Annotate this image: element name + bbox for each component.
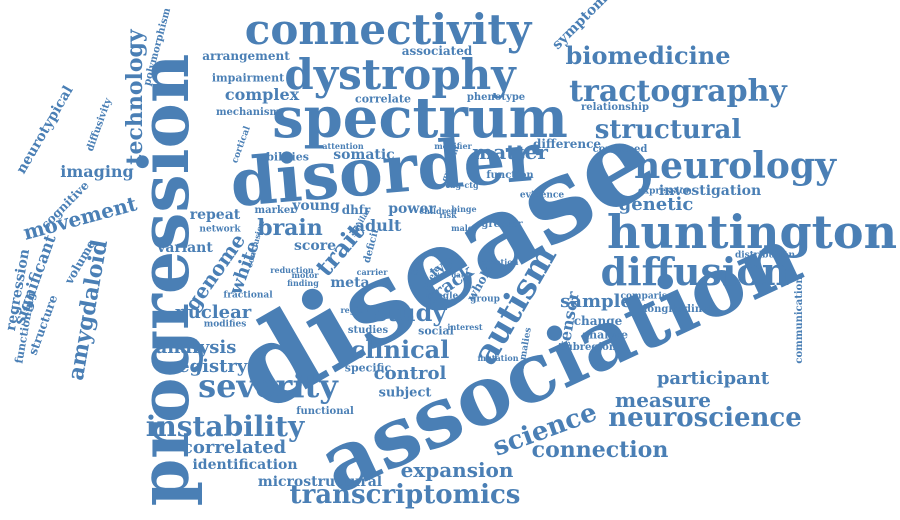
word-identification: identification: [192, 457, 298, 473]
word-meta: meta: [330, 275, 370, 291]
word-network: network: [199, 224, 241, 235]
word-instability: instability: [145, 410, 305, 443]
word-modifies: modifies: [203, 319, 247, 330]
word-evidence: evidence: [519, 190, 565, 201]
word-risk: risk: [439, 210, 457, 220]
word-single: single: [427, 291, 459, 302]
word-relationship: relationship: [581, 102, 649, 113]
word-expansion: expansion: [400, 458, 514, 482]
word-analysis: analysis: [155, 337, 237, 358]
word-correlated: correlated: [181, 437, 287, 458]
word-imaging: imaging: [60, 162, 134, 181]
word-expression: expression: [638, 186, 692, 197]
word-tractography: tractography: [569, 74, 787, 109]
word-attention: attention: [322, 141, 364, 151]
word-male: male: [451, 223, 473, 233]
word-associated: associated: [401, 44, 473, 58]
word-social: social: [418, 324, 454, 338]
word-connectivity: connectivity: [244, 5, 532, 54]
word-motor: motor: [291, 270, 319, 280]
word-neurology: neurology: [633, 145, 837, 187]
word-distribution: distribution: [734, 250, 796, 261]
word-huntington: huntington: [606, 205, 898, 259]
word-children: children: [419, 206, 457, 216]
word-power: power: [388, 201, 436, 217]
word-impairment: impairment: [211, 71, 285, 85]
word-technology: technology: [122, 29, 148, 165]
word-difference: difference: [532, 137, 602, 151]
word-combined: combined: [592, 144, 648, 155]
word-complex: complex: [224, 85, 300, 104]
word-young: young: [292, 198, 340, 214]
word-specific: specific: [344, 361, 392, 375]
word-transcriptomics: transcriptomics: [289, 480, 521, 510]
word-longitudinal: longitudinal: [643, 304, 713, 315]
word-severity: severity: [198, 367, 338, 405]
word-adult: adult: [354, 216, 402, 235]
word-cag-ctg: cag-ctg: [445, 180, 479, 190]
word-marker: marker: [254, 205, 296, 216]
word-comparison: comparison: [620, 291, 680, 302]
word-investigation: investigation: [658, 183, 762, 199]
word-connection: connection: [531, 437, 669, 463]
word-genetic: genetic: [618, 194, 694, 215]
word-participant: participant: [656, 368, 770, 389]
word-abilities: abilities: [259, 150, 309, 164]
word-carrier: carrier: [356, 267, 388, 277]
word-structural: structural: [594, 115, 742, 145]
word-matter: matter: [472, 140, 548, 164]
word-correlate: correlate: [354, 92, 412, 106]
word-mechanism: mechanism: [215, 107, 281, 118]
word-change: change: [573, 314, 623, 328]
word-finding: finding: [287, 278, 319, 288]
word-mutation: mutation: [477, 353, 519, 363]
word-diffusivity: diffusivity: [84, 96, 115, 153]
word-greater: greater: [481, 219, 523, 230]
word-modifier: modifier: [434, 141, 472, 151]
word-fractional: fractional: [223, 290, 273, 301]
word-repeat: repeat: [189, 207, 241, 223]
word-control: control: [373, 363, 447, 384]
word-movement: movement: [20, 191, 140, 245]
word-registry: registry: [168, 356, 248, 377]
word-measure: measure: [615, 388, 711, 412]
word-variant: variant: [157, 240, 213, 256]
word-region: region: [340, 305, 370, 315]
word-dhfr: dhfr: [341, 203, 371, 217]
word-score: score: [293, 238, 337, 254]
word-life: life: [408, 259, 422, 277]
word-subject: subject: [378, 385, 432, 401]
word-clinical: clinical: [350, 335, 450, 364]
word-phenotype: phenotype: [466, 92, 526, 103]
word-studies: studies: [347, 325, 389, 336]
word-function: function: [486, 170, 534, 181]
word-brain: brain: [257, 215, 323, 241]
word-emotion: emotion: [481, 257, 519, 267]
word-data: data: [451, 270, 469, 280]
word-arrangement: arrangement: [202, 49, 290, 63]
word-microstructural: microstructural: [257, 474, 383, 490]
word-binge: binge: [451, 204, 477, 214]
word-nuclear: nuclear: [174, 302, 252, 323]
word-reduction: reduction: [270, 265, 314, 275]
word-study: study: [373, 298, 447, 327]
word-analyse: analyse: [581, 328, 629, 342]
word-interest: interest: [447, 322, 483, 332]
word-communication: communication: [794, 276, 805, 364]
word-subregion: subregion: [559, 342, 617, 353]
word-neuroscience: neuroscience: [608, 403, 802, 433]
word-group: group: [470, 294, 500, 305]
word-dystrophy: dystrophy: [284, 50, 516, 99]
word-somatic: somatic: [333, 147, 395, 163]
word-biomedicine: biomedicine: [565, 41, 731, 70]
word-diffusion: diffusion: [600, 249, 790, 294]
word-sample: sample: [560, 291, 632, 312]
word-spectrum: spectrum: [272, 85, 568, 151]
word-functional: functional: [296, 406, 354, 417]
